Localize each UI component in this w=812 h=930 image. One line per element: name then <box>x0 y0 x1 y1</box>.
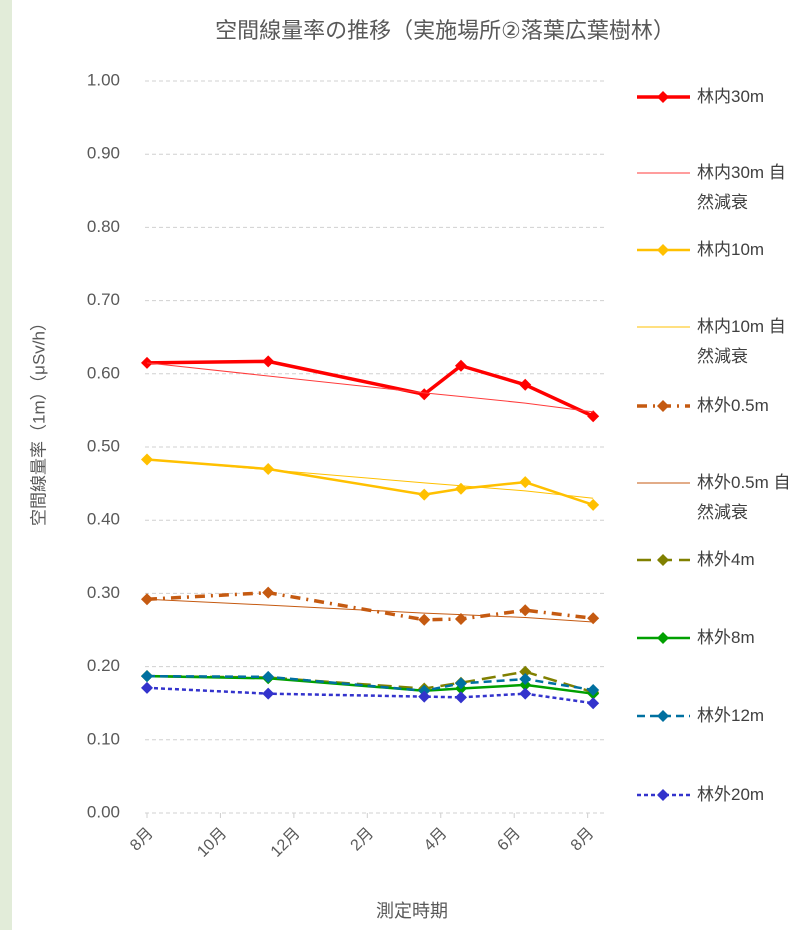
data-point <box>418 388 431 401</box>
x-axis-title: 測定時期 <box>376 901 448 921</box>
legend-label: 林外0.5m 自然減衰 <box>697 473 791 522</box>
series-line <box>146 674 594 695</box>
data-point <box>141 670 153 683</box>
legend-marker <box>657 710 669 722</box>
data-point <box>418 690 431 703</box>
y-tick-label: 0.00 <box>87 802 120 821</box>
data-point <box>418 613 431 626</box>
y-tick-label: 0.60 <box>87 363 120 382</box>
x-tick-label: 8月 <box>127 825 157 855</box>
data-point <box>587 612 600 625</box>
data-point <box>262 355 275 368</box>
data-point <box>519 476 532 489</box>
data-point <box>262 586 275 599</box>
legend-label: 林内30m <box>697 87 765 106</box>
data-point <box>587 498 600 511</box>
data-point <box>519 673 532 686</box>
legend-marker <box>657 400 669 412</box>
x-tick-label: 8月 <box>568 825 598 855</box>
y-tick-label: 0.10 <box>87 729 120 748</box>
data-point <box>587 697 600 710</box>
data-point <box>519 378 532 391</box>
legend-label: 林外4m <box>697 550 755 569</box>
y-tick-label: 0.90 <box>87 144 120 163</box>
data-point <box>262 670 275 683</box>
legend-marker <box>657 789 669 801</box>
chart-title: 空間線量率の推移（実施場所②落葉広葉樹林） <box>215 18 675 43</box>
series-line <box>146 590 594 622</box>
data-point <box>262 687 275 700</box>
legend-label: 林内10m 自然減衰 <box>697 317 786 366</box>
y-tick-label: 1.00 <box>87 70 120 89</box>
series-line <box>146 598 594 623</box>
x-tick-label: 4月 <box>421 825 451 855</box>
series-line <box>146 359 594 418</box>
legend-label: 林内30m 自然減衰 <box>697 163 786 212</box>
y-tick-label: 0.20 <box>87 656 120 675</box>
data-point <box>519 665 532 678</box>
x-tick-label: 6月 <box>494 825 524 855</box>
data-point <box>519 687 532 700</box>
legend-marker <box>657 632 669 644</box>
data-point <box>418 488 431 501</box>
data-point <box>519 604 532 617</box>
data-point <box>587 410 600 423</box>
x-tick-label: 12月 <box>268 825 304 861</box>
x-tick-label: 2月 <box>347 825 377 855</box>
series-line <box>146 674 594 693</box>
data-point <box>141 681 153 694</box>
legend-label: 林外0.5m <box>697 396 769 415</box>
legend-marker <box>657 91 669 103</box>
series-line <box>146 670 594 694</box>
series-line <box>146 458 594 499</box>
y-tick-label: 0.50 <box>87 436 120 455</box>
data-point <box>454 482 467 495</box>
data-point <box>454 613 467 626</box>
legend-label: 林外12m <box>697 706 765 725</box>
legend-marker <box>657 244 669 256</box>
legend-label: 林外20m <box>697 785 765 804</box>
y-tick-label: 0.30 <box>87 583 120 602</box>
data-point <box>454 691 467 704</box>
data-point <box>262 462 275 475</box>
y-tick-label: 0.70 <box>87 290 120 309</box>
series-line <box>146 686 594 705</box>
x-tick-label: 10月 <box>194 825 230 861</box>
legend-marker <box>657 554 669 566</box>
legend-label: 林外8m <box>697 628 755 647</box>
legend-label: 林内10m <box>697 240 765 259</box>
data-point <box>587 684 600 697</box>
y-tick-label: 0.40 <box>87 510 120 529</box>
data-point <box>454 359 467 372</box>
y-tick-label: 0.80 <box>87 217 120 236</box>
series-line <box>146 362 594 413</box>
side-strip <box>0 0 12 930</box>
data-point <box>454 677 467 690</box>
y-axis-title: 空間線量率（1m）（μSv/h） <box>29 314 48 526</box>
series-line <box>146 458 594 507</box>
